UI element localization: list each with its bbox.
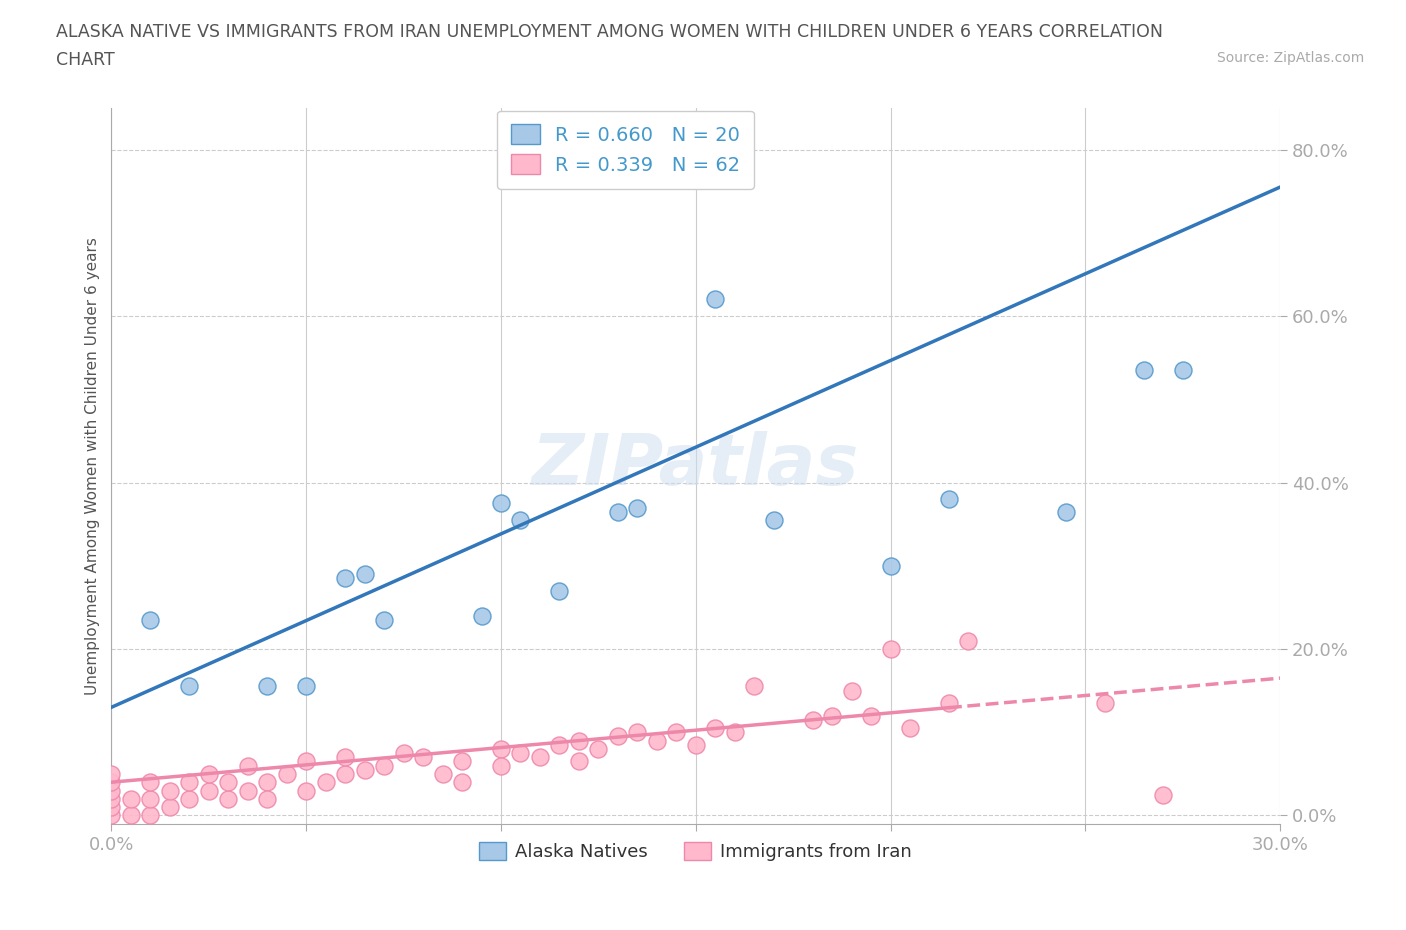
- Point: [489, 758, 512, 773]
- Point: [353, 566, 375, 581]
- Point: [179, 679, 201, 694]
- Point: [704, 292, 727, 307]
- Point: [100, 800, 122, 815]
- Point: [489, 741, 512, 756]
- Point: [529, 750, 551, 764]
- Point: [276, 766, 298, 781]
- Point: [938, 492, 960, 507]
- Point: [645, 733, 668, 748]
- Point: [295, 783, 318, 798]
- Point: [1054, 504, 1077, 519]
- Point: [100, 808, 122, 823]
- Point: [548, 583, 571, 598]
- Point: [236, 758, 259, 773]
- Point: [333, 750, 356, 764]
- Point: [373, 613, 395, 628]
- Point: [432, 766, 454, 781]
- Point: [139, 808, 162, 823]
- Point: [451, 754, 474, 769]
- Point: [898, 721, 921, 736]
- Point: [509, 512, 531, 527]
- Point: [509, 746, 531, 761]
- Point: [100, 791, 122, 806]
- Point: [801, 712, 824, 727]
- Point: [1133, 363, 1156, 378]
- Point: [412, 750, 434, 764]
- Point: [120, 808, 142, 823]
- Point: [1152, 788, 1174, 803]
- Point: [451, 775, 474, 790]
- Legend: Alaska Natives, Immigrants from Iran: Alaska Natives, Immigrants from Iran: [472, 835, 920, 869]
- Point: [724, 724, 747, 739]
- Point: [626, 724, 648, 739]
- Point: [198, 783, 221, 798]
- Point: [315, 775, 337, 790]
- Point: [139, 775, 162, 790]
- Point: [548, 737, 571, 752]
- Point: [841, 684, 863, 698]
- Point: [938, 696, 960, 711]
- Point: [333, 571, 356, 586]
- Point: [606, 504, 628, 519]
- Point: [100, 783, 122, 798]
- Point: [217, 791, 239, 806]
- Point: [179, 775, 201, 790]
- Point: [588, 741, 610, 756]
- Point: [256, 791, 278, 806]
- Y-axis label: Unemployment Among Women with Children Under 6 years: Unemployment Among Women with Children U…: [86, 237, 100, 695]
- Text: ALASKA NATIVE VS IMMIGRANTS FROM IRAN UNEMPLOYMENT AMONG WOMEN WITH CHILDREN UND: ALASKA NATIVE VS IMMIGRANTS FROM IRAN UN…: [56, 23, 1163, 41]
- Point: [333, 766, 356, 781]
- Point: [489, 496, 512, 511]
- Point: [139, 613, 162, 628]
- Point: [179, 791, 201, 806]
- Point: [353, 763, 375, 777]
- Point: [392, 746, 415, 761]
- Point: [626, 500, 648, 515]
- Point: [159, 800, 181, 815]
- Point: [373, 758, 395, 773]
- Point: [100, 775, 122, 790]
- Point: [295, 679, 318, 694]
- Point: [606, 729, 628, 744]
- Point: [120, 791, 142, 806]
- Point: [879, 642, 901, 657]
- Point: [236, 783, 259, 798]
- Point: [860, 708, 883, 723]
- Point: [1094, 696, 1116, 711]
- Point: [256, 679, 278, 694]
- Text: ZIPatlas: ZIPatlas: [531, 432, 859, 500]
- Point: [568, 754, 591, 769]
- Point: [256, 775, 278, 790]
- Point: [100, 766, 122, 781]
- Point: [295, 754, 318, 769]
- Point: [665, 724, 688, 739]
- Point: [568, 733, 591, 748]
- Point: [470, 608, 492, 623]
- Point: [821, 708, 844, 723]
- Point: [742, 679, 765, 694]
- Text: CHART: CHART: [56, 51, 115, 69]
- Point: [139, 791, 162, 806]
- Point: [762, 512, 785, 527]
- Text: Source: ZipAtlas.com: Source: ZipAtlas.com: [1216, 51, 1364, 65]
- Point: [198, 766, 221, 781]
- Point: [217, 775, 239, 790]
- Point: [704, 721, 727, 736]
- Point: [159, 783, 181, 798]
- Point: [879, 558, 901, 573]
- Point: [957, 633, 980, 648]
- Point: [685, 737, 707, 752]
- Point: [1171, 363, 1194, 378]
